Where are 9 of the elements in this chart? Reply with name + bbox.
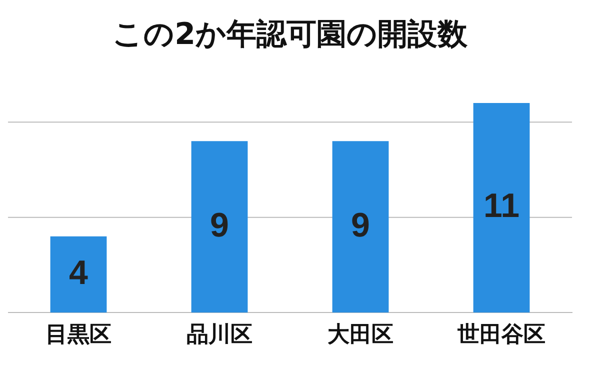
- x-tick-label: 品川区: [186, 322, 252, 348]
- x-tick-label: 目黒区: [46, 322, 112, 348]
- x-tick-label: 大田区: [328, 322, 394, 348]
- data-label: 9: [351, 206, 370, 244]
- data-label: 11: [484, 187, 520, 226]
- x-tick-label: 世田谷区: [456, 322, 546, 348]
- chart-title: この2か年認可園の開設数: [112, 16, 468, 52]
- data-label: 4: [69, 254, 88, 292]
- data-label: 9: [210, 206, 229, 244]
